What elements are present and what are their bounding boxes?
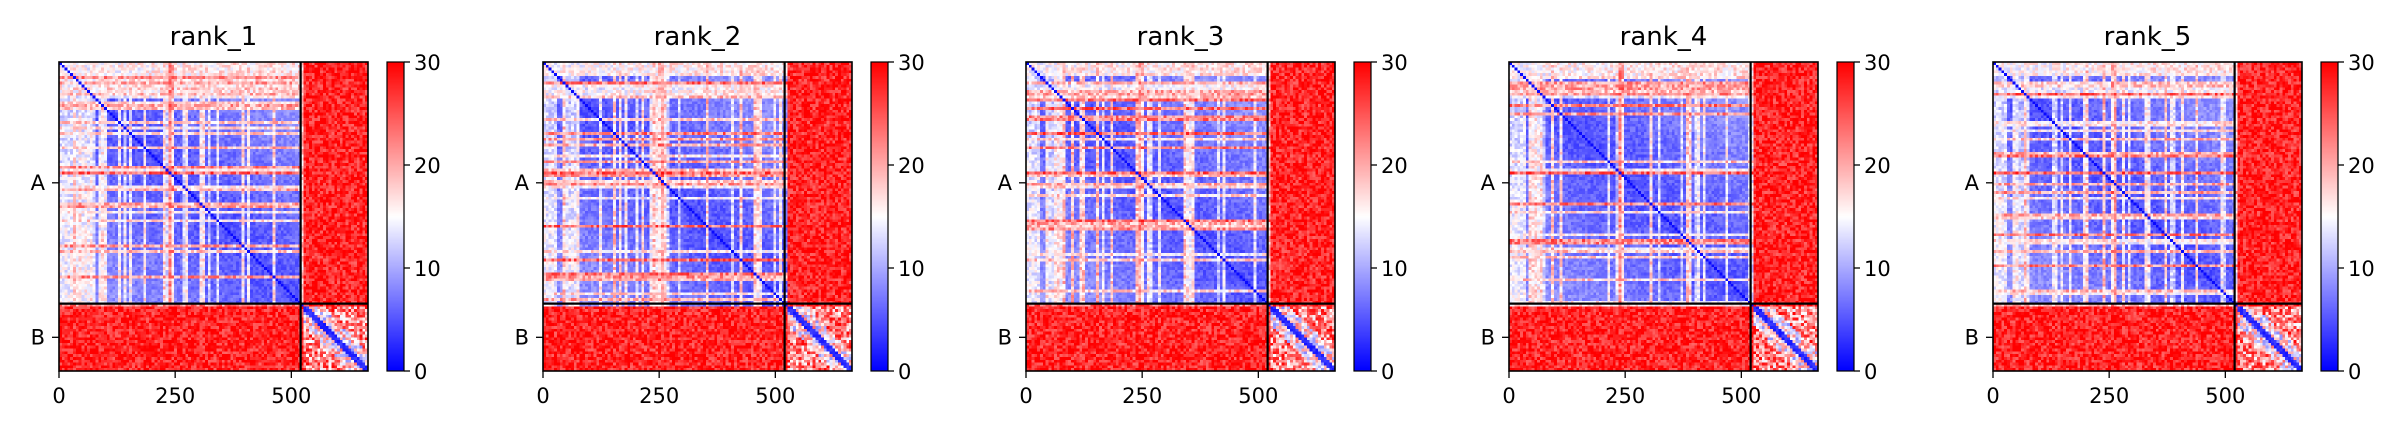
chain-label: A — [31, 171, 46, 195]
heatmap-panel: rank_5 0 250 500 A B 0 10 20 30 — [1965, 22, 2375, 408]
x-tick-label: 500 — [755, 384, 795, 408]
x-tick-label: 250 — [155, 384, 195, 408]
pae-heatmap — [1509, 62, 1818, 371]
colorbar-frame — [386, 61, 405, 372]
panel-title: rank_1 — [170, 22, 258, 52]
colorbar-tick-label: 20 — [898, 154, 925, 178]
colorbar-tick-label: 20 — [2348, 154, 2375, 178]
heatmap-panel: rank_4 0 250 500 A B 0 10 20 30 — [1481, 22, 1891, 408]
colorbar-frame — [870, 61, 889, 372]
x-tick-label: 500 — [1238, 384, 1278, 408]
chain-label: A — [1481, 171, 1496, 195]
x-tick-label: 0 — [52, 384, 65, 408]
chain-label: B — [1481, 325, 1495, 349]
heatmap-panel: rank_1 0 250 500 A B 0 10 20 30 — [31, 22, 441, 408]
panel-title: rank_5 — [2104, 22, 2192, 52]
colorbar-tick-label: 0 — [414, 360, 427, 384]
chain-label: A — [515, 171, 530, 195]
colorbar — [387, 62, 404, 371]
heatmap-panel: rank_3 0 250 500 A B 0 10 20 30 — [998, 22, 1408, 408]
chain-label: B — [998, 325, 1012, 349]
colorbar-tick-label: 20 — [1864, 154, 1891, 178]
panel-title: rank_4 — [1620, 22, 1708, 52]
colorbar-tick-label: 10 — [898, 257, 925, 281]
axes-frame — [542, 61, 853, 372]
x-tick-label: 0 — [1019, 384, 1032, 408]
colorbar — [871, 62, 888, 371]
chain-label: A — [1965, 171, 1980, 195]
panel-title: rank_3 — [1137, 22, 1225, 52]
colorbar-frame — [1836, 61, 1855, 372]
pae-heatmap — [1026, 62, 1335, 371]
axes-frame — [1992, 61, 2303, 372]
colorbar-tick-label: 20 — [1381, 154, 1408, 178]
colorbar — [1837, 62, 1854, 371]
colorbar-tick-label: 0 — [2348, 360, 2361, 384]
colorbar-tick-label: 0 — [1864, 360, 1877, 384]
colorbar-frame — [2320, 61, 2339, 372]
colorbar-tick-label: 10 — [2348, 257, 2375, 281]
colorbar-tick-label: 0 — [1381, 360, 1394, 384]
colorbar-tick-label: 20 — [414, 154, 441, 178]
colorbar — [2321, 62, 2338, 371]
colorbar-frame — [1353, 61, 1372, 372]
x-tick-label: 0 — [536, 384, 549, 408]
x-tick-label: 500 — [2205, 384, 2245, 408]
axes-frame — [1508, 61, 1819, 372]
x-tick-label: 250 — [1122, 384, 1162, 408]
x-tick-label: 250 — [639, 384, 679, 408]
chain-label: B — [1965, 325, 1979, 349]
colorbar-tick-label: 30 — [2348, 51, 2375, 75]
chain-label: A — [998, 171, 1013, 195]
pae-heatmap — [1993, 62, 2302, 371]
colorbar-tick-label: 30 — [1381, 51, 1408, 75]
chain-label: B — [515, 325, 529, 349]
axes-frame — [1025, 61, 1336, 372]
colorbar-tick-label: 10 — [1381, 257, 1408, 281]
pae-heatmap — [543, 62, 852, 371]
heatmap-panel: rank_2 0 250 500 A B 0 10 20 30 — [515, 22, 925, 408]
x-tick-label: 250 — [1605, 384, 1645, 408]
x-tick-label: 0 — [1986, 384, 1999, 408]
colorbar-tick-label: 10 — [414, 257, 441, 281]
colorbar-tick-label: 30 — [898, 51, 925, 75]
panel-title: rank_2 — [654, 22, 742, 52]
x-tick-label: 500 — [271, 384, 311, 408]
x-tick-label: 250 — [2089, 384, 2129, 408]
pae-heatmap — [59, 62, 368, 371]
axes-frame — [58, 61, 369, 372]
colorbar-tick-label: 30 — [414, 51, 441, 75]
x-tick-label: 0 — [1502, 384, 1515, 408]
x-tick-label: 500 — [1721, 384, 1761, 408]
colorbar-tick-label: 0 — [898, 360, 911, 384]
colorbar — [1354, 62, 1371, 371]
chain-label: B — [31, 325, 45, 349]
colorbar-tick-label: 30 — [1864, 51, 1891, 75]
colorbar-tick-label: 10 — [1864, 257, 1891, 281]
